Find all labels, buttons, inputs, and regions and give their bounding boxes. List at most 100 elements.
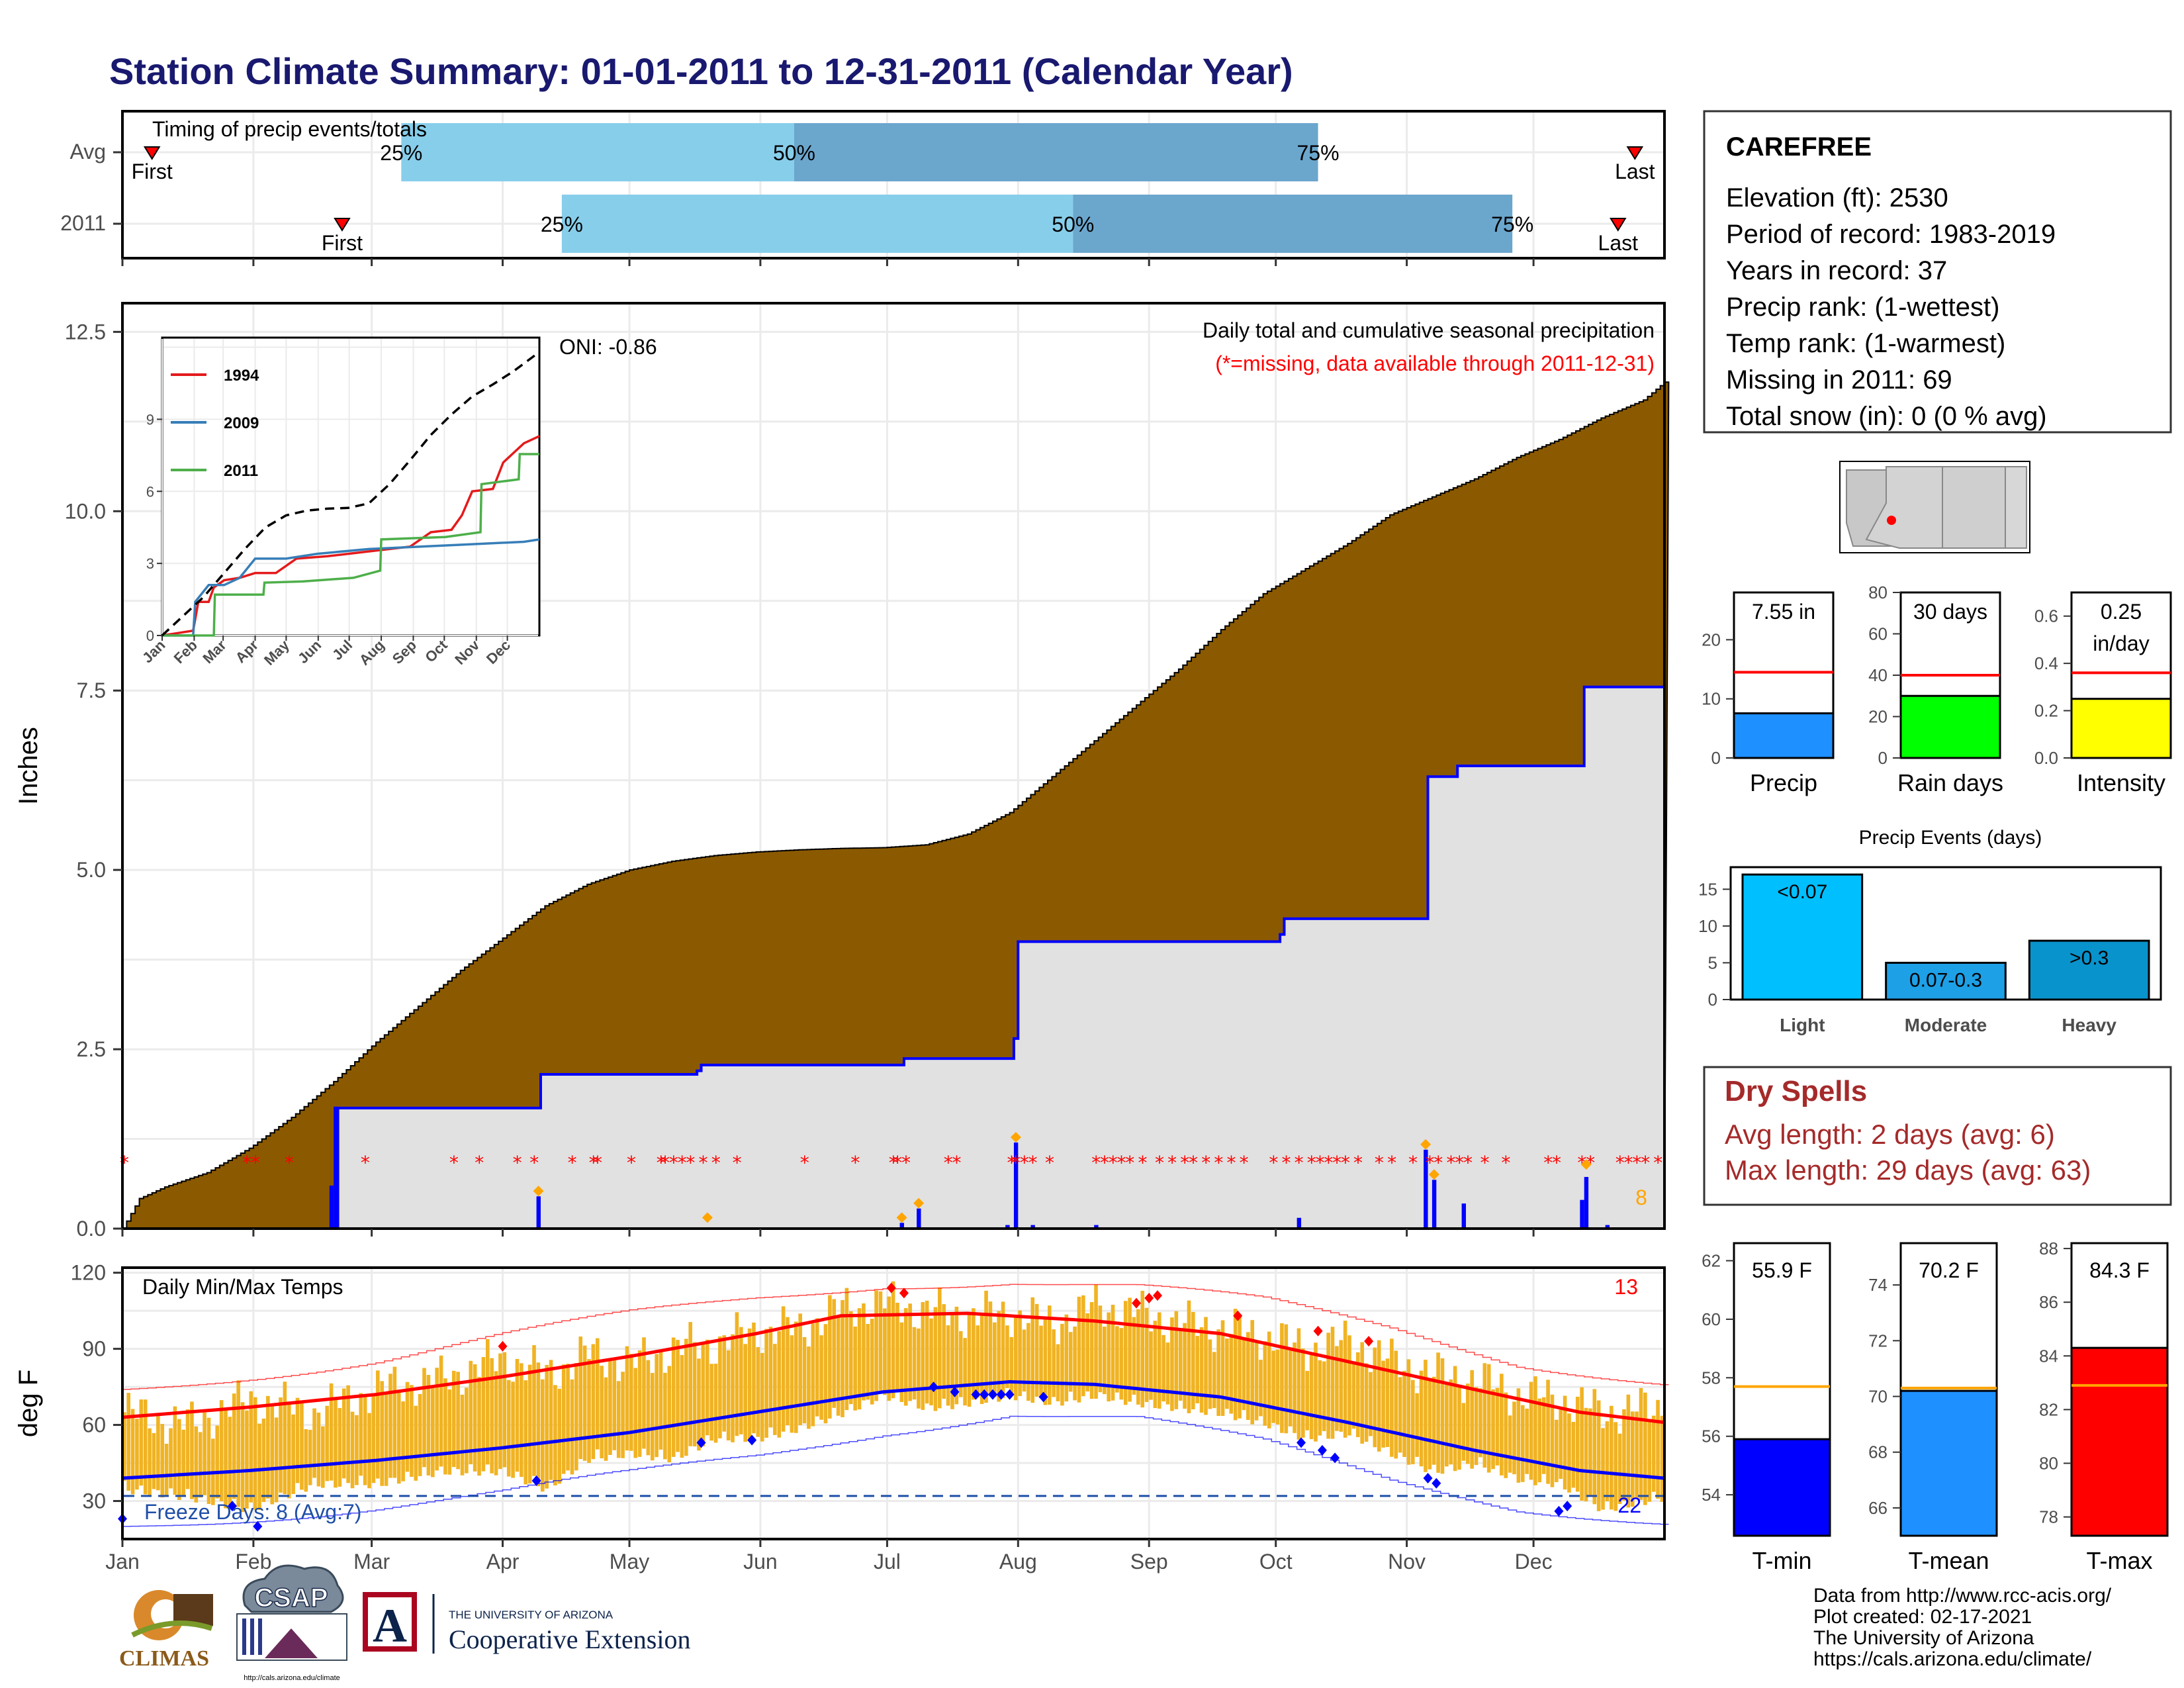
daily-precip-bar (917, 1208, 921, 1229)
missing-day-star: * (944, 1152, 953, 1174)
daily-temp-bar (1449, 1379, 1453, 1465)
missing-day-star: * (513, 1152, 522, 1174)
daily-temp-bar (642, 1337, 646, 1449)
daily-temp-bar (164, 1444, 169, 1497)
missing-day-star: * (1117, 1152, 1126, 1174)
daily-temp-bar (756, 1346, 760, 1437)
daily-temp-bar (979, 1315, 984, 1404)
daily-temp-bar (1559, 1409, 1563, 1479)
daily-temp-bar (540, 1379, 545, 1492)
daily-temp-bar (1360, 1342, 1364, 1444)
daily-temp-bar (1043, 1316, 1048, 1405)
daily-temp-bar (431, 1387, 435, 1477)
daily-temp-bar (1529, 1382, 1533, 1480)
daily-temp-bar (1495, 1387, 1500, 1466)
daily-temp-bar (1123, 1301, 1128, 1405)
daily-temp-bar (156, 1415, 160, 1491)
temp-ytick-label: 30 (82, 1489, 106, 1513)
daily-temp-bar (1432, 1376, 1436, 1465)
daily-temp-bar (933, 1307, 938, 1411)
daily-temp-bar (1170, 1317, 1174, 1411)
record-low-marker (696, 1437, 706, 1448)
month-label: Oct (1259, 1550, 1293, 1573)
month-label: Sep (1130, 1550, 1168, 1573)
daily-temp-bar (1541, 1397, 1546, 1474)
daily-temp-bar (1533, 1376, 1537, 1485)
daily-temp-bar (1034, 1303, 1039, 1397)
daily-temp-bar (439, 1355, 443, 1467)
daily-temp-bar (1465, 1383, 1470, 1464)
daily-temp-bar (1651, 1415, 1656, 1492)
daily-temp-bar (414, 1405, 418, 1481)
daily-temp-bar (1220, 1320, 1225, 1416)
summary-bar-label: Intensity (2077, 769, 2165, 796)
missing-day-star: * (1615, 1152, 1625, 1174)
month-label: Jun (743, 1550, 778, 1573)
temp-panel: 30 60 90 120 deg F Daily Min/Max Temps 13 2… (14, 1261, 1669, 1573)
daily-temp-bar (1293, 1342, 1297, 1433)
month-label: Nov (1388, 1550, 1426, 1573)
freeze-days-label: Freeze Days: 8 (Avg:7) (144, 1500, 361, 1524)
dry-spells-box: Dry Spells Avg length: 2 days (avg: 6) M… (1703, 1066, 2172, 1206)
record-high-marker (1152, 1290, 1162, 1301)
missing-day-star: * (1189, 1152, 1198, 1174)
precip-panel: * ** * * * * * * * ** * ***** * * * * * *** ** **** * ***** * *… (14, 302, 1670, 1241)
daily-temp-bar (883, 1308, 887, 1395)
daily-temp-bar (908, 1303, 912, 1401)
missing-day-star: * (1455, 1152, 1464, 1174)
daily-temp-bar (1128, 1297, 1132, 1402)
inset-series-line-1994 (161, 435, 540, 637)
extreme-precip-marker (702, 1212, 713, 1223)
record-high-marker (899, 1288, 909, 1299)
daily-temp-bar (1584, 1407, 1588, 1502)
daily-temp-bar (334, 1397, 338, 1488)
daily-temp-bar (1512, 1401, 1516, 1475)
daily-temp-bar (819, 1335, 823, 1420)
daily-temp-bar (625, 1346, 629, 1451)
daily-temp-bar (257, 1423, 261, 1511)
daily-temp-bar (1445, 1383, 1449, 1467)
daily-temp-bar (240, 1402, 245, 1513)
daily-temp-bar (836, 1315, 841, 1416)
daily-temp-bar (1660, 1415, 1664, 1502)
missing-day-star: * (1341, 1152, 1350, 1174)
dry-spells-title: Dry Spells (1725, 1075, 1867, 1107)
daily-temp-bar (692, 1342, 697, 1447)
daily-temp-bar (443, 1378, 447, 1475)
missing-day-star: * (1387, 1152, 1396, 1174)
daily-temp-bar (1056, 1344, 1060, 1401)
daily-temp-bar (527, 1364, 532, 1484)
missing-day-star: * (1586, 1152, 1595, 1174)
cold-day-count: 22 (1617, 1493, 1641, 1517)
daily-temp-bar (245, 1410, 249, 1509)
daily-temp-bar (747, 1328, 752, 1442)
climas-logo: CLIMAS (119, 1590, 213, 1671)
daily-temp-bar (731, 1334, 735, 1442)
summary-bar-tick-label: 0.6 (2034, 606, 2058, 626)
timing-p50-label: 50% (1052, 212, 1094, 236)
daily-temp-bar (1102, 1327, 1107, 1395)
daily-temp-bar (160, 1424, 165, 1498)
missing-day-star: * (893, 1152, 902, 1174)
daily-temp-bar (1639, 1387, 1643, 1500)
daily-temp-bar (1440, 1358, 1445, 1474)
daily-temp-bar (1301, 1348, 1305, 1438)
daily-temp-bar (1275, 1349, 1280, 1425)
daily-temp-bar (261, 1419, 266, 1503)
inset-ytick-label: 3 (146, 555, 154, 572)
events-bar-label: Moderate (1905, 1015, 1987, 1035)
last-event-marker (1609, 218, 1627, 232)
daily-temp-bar (490, 1358, 494, 1474)
daily-temp-bar (752, 1322, 756, 1434)
timing-p50-label: 50% (773, 141, 815, 165)
daily-temp-bar (1178, 1330, 1183, 1401)
daily-temp-bar (1335, 1346, 1339, 1431)
timing-p25-label: 25% (380, 141, 422, 165)
extreme-precip-marker (913, 1197, 925, 1209)
daily-temp-bar (574, 1363, 578, 1471)
temp-summary-label: T-mean (1908, 1547, 1989, 1574)
daily-temp-bar (591, 1344, 596, 1460)
daily-temp-bar (355, 1415, 359, 1485)
daily-precip-bar (334, 1106, 338, 1229)
